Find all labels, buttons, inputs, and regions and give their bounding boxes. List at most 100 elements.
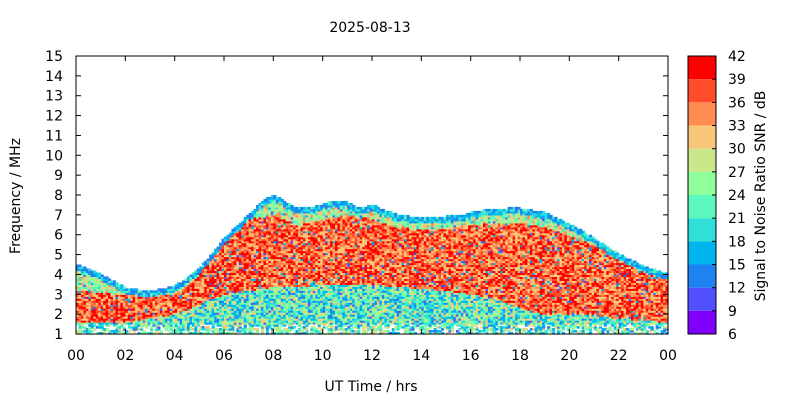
heatmap-cell bbox=[288, 220, 292, 224]
heatmap-cell bbox=[295, 266, 299, 270]
heatmap-cell bbox=[100, 298, 104, 301]
heatmap-cell bbox=[293, 238, 297, 242]
heatmap-cell bbox=[100, 306, 104, 309]
heatmap-cell bbox=[258, 262, 262, 266]
heatmap-cell bbox=[233, 294, 237, 297]
heatmap-cell bbox=[199, 286, 203, 289]
heatmap-cell bbox=[295, 296, 299, 299]
heatmap-cell bbox=[93, 306, 97, 309]
heatmap-cell bbox=[307, 228, 311, 232]
heatmap-cell bbox=[300, 206, 304, 210]
heatmap-cell bbox=[265, 260, 269, 264]
heatmap-cell bbox=[98, 308, 102, 311]
heatmap-cell bbox=[317, 260, 321, 264]
heatmap-cell bbox=[268, 210, 272, 214]
heatmap-cell bbox=[253, 308, 257, 311]
heatmap-cell bbox=[206, 280, 210, 283]
heatmap-cell bbox=[285, 204, 289, 208]
heatmap-cell bbox=[337, 238, 341, 242]
heatmap-cell bbox=[251, 254, 255, 258]
heatmap-cell bbox=[298, 230, 302, 234]
heatmap-cell bbox=[325, 202, 329, 206]
heatmap-cell bbox=[307, 316, 311, 319]
heatmap-cell bbox=[248, 282, 252, 285]
heatmap-cell bbox=[307, 206, 311, 210]
heatmap-cell bbox=[93, 318, 97, 321]
heatmap-cell bbox=[209, 274, 213, 278]
heatmap-cell bbox=[337, 294, 341, 297]
heatmap-cell bbox=[236, 254, 240, 258]
heatmap-cell bbox=[300, 254, 304, 258]
heatmap-cell bbox=[85, 282, 89, 285]
heatmap-cell bbox=[275, 330, 279, 333]
heatmap-cell bbox=[312, 252, 316, 256]
heatmap-cell bbox=[184, 284, 188, 287]
heatmap-cell bbox=[132, 316, 136, 319]
heatmap-cell bbox=[110, 306, 114, 309]
heatmap-cell bbox=[206, 260, 210, 264]
heatmap-cell bbox=[290, 230, 294, 234]
heatmap-cell bbox=[132, 320, 136, 323]
heatmap-cell bbox=[253, 226, 257, 230]
heatmap-cell bbox=[288, 218, 292, 222]
heatmap-cell bbox=[184, 318, 188, 321]
heatmap-cell bbox=[95, 294, 99, 297]
heatmap-cell bbox=[352, 242, 356, 246]
heatmap-cell bbox=[275, 240, 279, 244]
heatmap-cell bbox=[88, 312, 92, 315]
heatmap-cell bbox=[354, 276, 358, 279]
heatmap-cell bbox=[342, 244, 346, 248]
heatmap-cell bbox=[265, 196, 269, 200]
heatmap-cell bbox=[302, 322, 306, 325]
heatmap-cell bbox=[322, 300, 326, 303]
heatmap-cell bbox=[332, 228, 336, 232]
heatmap-cell bbox=[335, 214, 339, 218]
heatmap-cell bbox=[216, 294, 220, 297]
heatmap-cell bbox=[339, 292, 343, 295]
heatmap-cell bbox=[194, 306, 198, 309]
heatmap-cell bbox=[95, 296, 99, 299]
heatmap-cell bbox=[196, 314, 200, 317]
heatmap-cell bbox=[302, 208, 306, 212]
heatmap-cell bbox=[280, 218, 284, 222]
heatmap-cell bbox=[233, 244, 237, 248]
heatmap-cell bbox=[342, 330, 346, 333]
heatmap-cell bbox=[283, 260, 287, 264]
heatmap-cell bbox=[80, 292, 84, 295]
heatmap-cell bbox=[256, 322, 260, 325]
heatmap-cell bbox=[300, 296, 304, 299]
heatmap-cell bbox=[206, 274, 210, 278]
heatmap-cell bbox=[310, 322, 314, 325]
heatmap-cell bbox=[140, 316, 144, 319]
heatmap-cell bbox=[214, 270, 218, 274]
heatmap-cell bbox=[322, 244, 326, 248]
heatmap-cell bbox=[288, 280, 292, 283]
heatmap-cell bbox=[258, 286, 262, 289]
heatmap-cell bbox=[251, 264, 255, 268]
heatmap-cell bbox=[248, 242, 252, 246]
heatmap-cell bbox=[344, 206, 348, 210]
heatmap-cell bbox=[184, 298, 188, 301]
heatmap-cell bbox=[273, 246, 277, 250]
heatmap-cell bbox=[206, 264, 210, 268]
heatmap-cell bbox=[189, 286, 193, 289]
heatmap-cell bbox=[339, 306, 343, 309]
heatmap-cell bbox=[201, 292, 205, 295]
heatmap-cell bbox=[113, 286, 117, 289]
heatmap-cell bbox=[302, 318, 306, 321]
heatmap-cell bbox=[226, 276, 230, 279]
heatmap-cell bbox=[261, 234, 265, 238]
heatmap-cell bbox=[93, 304, 97, 307]
heatmap-cell bbox=[317, 264, 321, 268]
heatmap-cell bbox=[80, 320, 84, 323]
heatmap-cell bbox=[261, 240, 265, 244]
heatmap-cell bbox=[352, 268, 356, 272]
heatmap-cell bbox=[268, 316, 272, 319]
heatmap-cell bbox=[295, 238, 299, 242]
heatmap-cell bbox=[337, 284, 341, 287]
heatmap-cell bbox=[335, 298, 339, 301]
heatmap-cell bbox=[201, 332, 205, 335]
heatmap-cell bbox=[278, 314, 282, 317]
heatmap-cell bbox=[344, 290, 348, 293]
heatmap-cell bbox=[273, 308, 277, 311]
